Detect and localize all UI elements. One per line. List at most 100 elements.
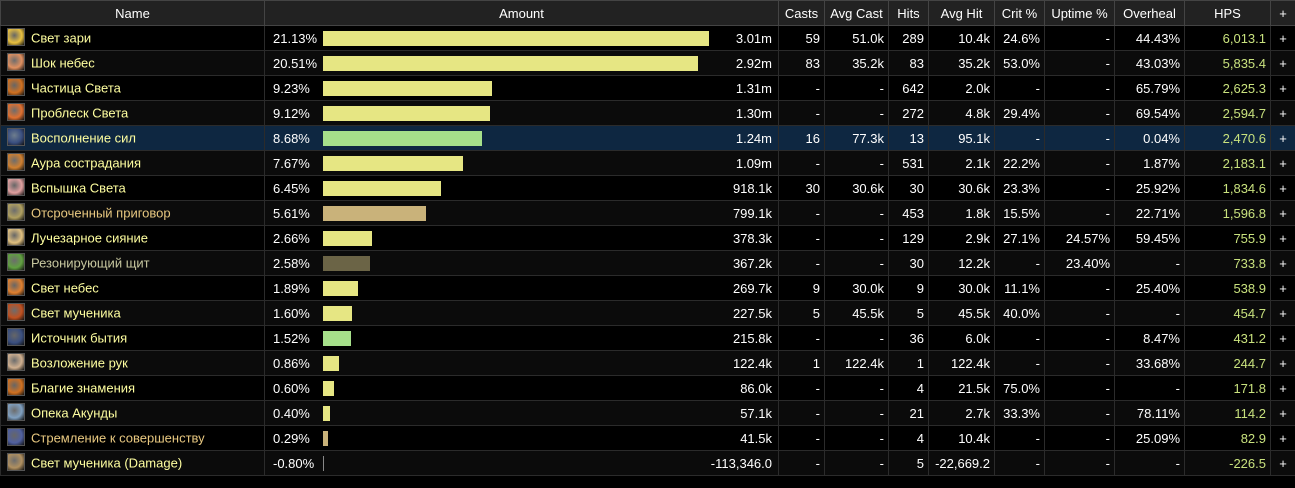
col-header-amount[interactable]: Amount	[264, 0, 779, 26]
expand-button[interactable]: +	[1270, 425, 1295, 451]
col-header-hps[interactable]: HPS	[1184, 0, 1271, 26]
col-header-crit[interactable]: Crit %	[994, 0, 1045, 26]
overheal-cell: -	[1114, 250, 1185, 276]
expand-button[interactable]: +	[1270, 350, 1295, 376]
table-row[interactable]: Аура сострадания 7.67% 1.09m - -531 2.1k 22.2%…	[0, 150, 1295, 176]
table-row[interactable]: Стремление к совершенству 0.29% 41.5k - -4 10…	[0, 425, 1295, 451]
spell-name-cell[interactable]: Источник бытия	[0, 325, 265, 351]
table-row[interactable]: Свет зари 21.13% 3.01m 59 51.0k 289 10.4k 24.6%…	[0, 25, 1295, 51]
avg-hit-cell: 30.6k	[928, 175, 995, 201]
col-header-name[interactable]: Name	[0, 0, 265, 26]
table-row[interactable]: Источник бытия 1.52% 215.8k - -36 6.0k - -8.47%…	[0, 325, 1295, 351]
martyr-light-icon	[7, 303, 25, 321]
spell-name-cell[interactable]: Аура сострадания	[0, 150, 265, 176]
expand-button[interactable]: +	[1270, 300, 1295, 326]
spell-name[interactable]: Шок небес	[31, 55, 95, 71]
col-header-plus[interactable]: +	[1270, 0, 1295, 26]
col-header-hits[interactable]: Hits	[888, 0, 929, 26]
aura-icon	[7, 153, 25, 171]
expand-button[interactable]: +	[1270, 225, 1295, 251]
spell-name[interactable]: Стремление к совершенству	[31, 430, 205, 446]
expand-button[interactable]: +	[1270, 275, 1295, 301]
table-row[interactable]: Шок небес 20.51% 2.92m 83 35.2k 83 35.2k 53.0% -…	[0, 50, 1295, 76]
table-row[interactable]: Свет небес 1.89% 269.7k 9 30.0k 9 30.0k 11.1% -2…	[0, 275, 1295, 301]
col-header-avg-cast[interactable]: Avg Cast	[824, 0, 889, 26]
spell-name-cell[interactable]: Свет зари	[0, 25, 265, 51]
crit-cell: -	[994, 450, 1045, 476]
spell-name-cell[interactable]: Частица Света	[0, 75, 265, 101]
spell-name[interactable]: Свет мученика (Damage)	[31, 455, 183, 471]
expand-button[interactable]: +	[1270, 25, 1295, 51]
spell-name-cell[interactable]: Благие знамения	[0, 375, 265, 401]
amount-value: 378.3k	[732, 230, 772, 246]
table-row[interactable]: Благие знамения 0.60% 86.0k - -4 21.5k 75.0% - -…	[0, 375, 1295, 401]
holy-light-icon	[7, 278, 25, 296]
spell-name[interactable]: Свет небес	[31, 280, 99, 296]
expand-button[interactable]: +	[1270, 325, 1295, 351]
spell-name-cell[interactable]: Свет небес	[0, 275, 265, 301]
spell-name-cell[interactable]: Свет мученика (Damage)	[0, 450, 265, 476]
spell-name-cell[interactable]: Возложение рук	[0, 350, 265, 376]
expand-button[interactable]: +	[1270, 400, 1295, 426]
expand-button[interactable]: +	[1270, 250, 1295, 276]
expand-button[interactable]: +	[1270, 200, 1295, 226]
table-row[interactable]: Отсроченный приговор 5.61% 799.1k - -453 1.8k…	[0, 200, 1295, 226]
col-header-overheal[interactable]: Overheal	[1114, 0, 1185, 26]
table-row[interactable]: Возложение рук 0.86% 122.4k 1 122.4k 1 122.4k -…	[0, 350, 1295, 376]
spell-name[interactable]: Проблеск Света	[31, 105, 129, 121]
col-header-uptime[interactable]: Uptime %	[1044, 0, 1115, 26]
amount-bar	[323, 280, 358, 296]
spell-name[interactable]: Источник бытия	[31, 330, 128, 346]
amount-percent: 1.89%	[273, 280, 310, 296]
spell-name[interactable]: Отсроченный приговор	[31, 205, 171, 221]
table-row[interactable]: Опека Акунды 0.40% 57.1k - -21 2.7k 33.3% -78.1…	[0, 400, 1295, 426]
spell-name[interactable]: Возложение рук	[31, 355, 128, 371]
table-row[interactable]: Вспышка Света 6.45% 918.1k 30 30.6k 30 30.6k 23…	[0, 175, 1295, 201]
table-row[interactable]: Лучезарное сияние 2.66% 378.3k - -129 2.9k 27.…	[0, 225, 1295, 251]
expand-button[interactable]: +	[1270, 150, 1295, 176]
spell-name-cell[interactable]: Проблеск Света	[0, 100, 265, 126]
spell-name[interactable]: Лучезарное сияние	[31, 230, 149, 246]
amount-bar	[323, 55, 698, 71]
spell-name[interactable]: Аура сострадания	[31, 155, 142, 171]
expand-button[interactable]: +	[1270, 75, 1295, 101]
expand-button[interactable]: +	[1270, 125, 1295, 151]
spell-name[interactable]: Частица Света	[31, 80, 121, 96]
spell-name[interactable]: Свет мученика	[31, 305, 121, 321]
expand-button[interactable]: +	[1270, 100, 1295, 126]
col-header-avg-hit[interactable]: Avg Hit	[928, 0, 995, 26]
avg-cast-cell: -	[824, 425, 889, 451]
lay-on-hands-icon	[7, 353, 25, 371]
table-row[interactable]: Свет мученика (Damage) -0.80% -113,346.0- -…	[0, 450, 1295, 476]
spell-name-cell[interactable]: Стремление к совершенству	[0, 425, 265, 451]
spell-name-cell[interactable]: Отсроченный приговор	[0, 200, 265, 226]
spell-name-cell[interactable]: Шок небес	[0, 50, 265, 76]
expand-button[interactable]: +	[1270, 375, 1295, 401]
spell-name-cell[interactable]: Восполнение сил	[0, 125, 265, 151]
spell-name[interactable]: Опека Акунды	[31, 405, 118, 421]
table-row[interactable]: Проблеск Света 9.12% 1.30m - -272 4.8k 29.4% -6…	[0, 100, 1295, 126]
expand-button[interactable]: +	[1270, 50, 1295, 76]
spell-name[interactable]: Свет зари	[31, 30, 92, 46]
amount-cell: 8.68% 1.24m	[264, 125, 779, 151]
spell-name[interactable]: Резонирующий щит	[31, 255, 150, 271]
table-row[interactable]: Свет мученика 1.60% 227.5k 5 45.5k 5 45.5k 40.0…	[0, 300, 1295, 326]
col-header-casts[interactable]: Casts	[778, 0, 825, 26]
spell-name-cell[interactable]: Резонирующий щит	[0, 250, 265, 276]
spell-name[interactable]: Благие знамения	[31, 380, 136, 396]
spell-name-cell[interactable]: Вспышка Света	[0, 175, 265, 201]
shield-icon	[7, 253, 25, 271]
spell-name-cell[interactable]: Лучезарное сияние	[0, 225, 265, 251]
spell-name-cell[interactable]: Свет мученика	[0, 300, 265, 326]
expand-button[interactable]: +	[1270, 175, 1295, 201]
table-row[interactable]: Резонирующий щит 2.58% 367.2k - -30 12.2k -23.…	[0, 250, 1295, 276]
amount-bar	[323, 255, 371, 271]
spell-name-cell[interactable]: Опека Акунды	[0, 400, 265, 426]
amount-cell: 0.40% 57.1k	[264, 400, 779, 426]
uptime-cell: -	[1044, 375, 1115, 401]
table-row[interactable]: Восполнение сил 8.68% 1.24m 16 77.3k 13 95.1k -…	[0, 125, 1295, 151]
expand-button[interactable]: +	[1270, 450, 1295, 476]
spell-name[interactable]: Восполнение сил	[31, 130, 137, 146]
table-row[interactable]: Частица Света 9.23% 1.31m - -642 2.0k - -65.79%…	[0, 75, 1295, 101]
spell-name[interactable]: Вспышка Света	[31, 180, 126, 196]
